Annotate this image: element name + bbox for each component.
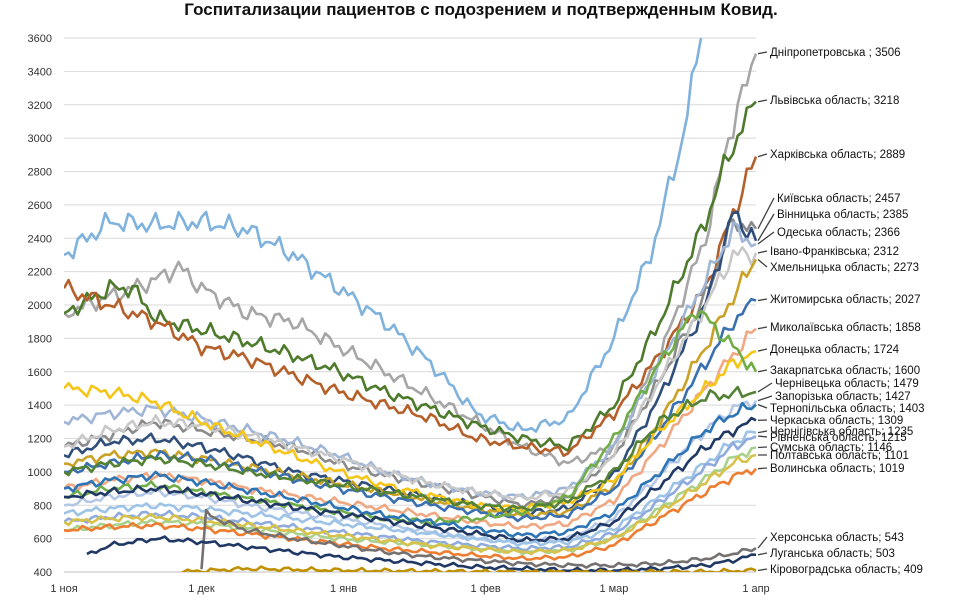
y-tick-label: 600 bbox=[34, 534, 52, 546]
series-end-label: Тернопільська область; 1403 bbox=[770, 403, 925, 415]
label-leader-line bbox=[757, 552, 768, 556]
label-leader-line bbox=[757, 446, 768, 449]
y-tick-label: 1600 bbox=[28, 367, 52, 379]
series-line bbox=[64, 434, 757, 552]
series-line bbox=[64, 416, 757, 543]
x-tick-label: 1 апр bbox=[742, 583, 769, 595]
label-leader-line bbox=[757, 258, 768, 268]
series-end-label: Чернівецька область; 1479 bbox=[775, 378, 919, 390]
y-tick-label: 1400 bbox=[28, 400, 52, 412]
series-end-label: Донецька область; 1724 bbox=[770, 344, 900, 356]
label-leader-line bbox=[757, 568, 768, 572]
series-end-label: Івано-Франківська; 2312 bbox=[770, 246, 899, 258]
label-leader-line bbox=[757, 197, 775, 230]
label-leader-line bbox=[757, 298, 768, 302]
label-leader-line bbox=[757, 213, 775, 242]
y-tick-label: 2400 bbox=[28, 233, 52, 245]
y-tick-label: 1800 bbox=[28, 333, 52, 345]
label-leader-line bbox=[757, 369, 768, 373]
series-line bbox=[86, 535, 757, 572]
series-line bbox=[64, 385, 757, 513]
x-tick-label: 1 янв bbox=[330, 583, 357, 595]
y-tick-label: 400 bbox=[34, 567, 52, 579]
series-line bbox=[64, 297, 757, 523]
label-leader-line bbox=[757, 382, 773, 393]
x-tick-label: 1 ноя bbox=[50, 583, 77, 595]
series-end-label: Житомирська область; 2027 bbox=[770, 294, 920, 306]
series-end-label: Кіровоградська область; 409 bbox=[770, 564, 923, 576]
label-leader-line bbox=[757, 326, 768, 330]
series-end-label: Вінницька область; 2385 bbox=[777, 209, 908, 221]
series-line bbox=[64, 467, 757, 561]
series-line bbox=[64, 453, 757, 556]
series-end-label: Запорізька область; 1427 bbox=[775, 391, 911, 403]
y-tick-label: 1000 bbox=[28, 467, 52, 479]
label-leader-line bbox=[757, 250, 768, 254]
label-leader-line bbox=[757, 99, 768, 103]
series-end-label: Закарпатська область; 1600 bbox=[770, 365, 920, 377]
series-end-label: Херсонська область; 543 bbox=[770, 532, 904, 544]
y-tick-label: 3600 bbox=[28, 33, 52, 45]
series-end-label: Чернігівська область; 1235 bbox=[770, 426, 913, 438]
series-end-label: Київська область; 2457 bbox=[777, 193, 900, 205]
y-tick-label: 1200 bbox=[28, 434, 52, 446]
series-line bbox=[180, 565, 757, 572]
series-end-label: Сумська область; 1146 bbox=[770, 442, 892, 454]
series-line bbox=[64, 156, 758, 457]
y-tick-label: 2000 bbox=[28, 300, 52, 312]
series-line bbox=[64, 349, 757, 513]
series-end-label: Львівська область; 3218 bbox=[770, 95, 899, 107]
label-leader-line bbox=[757, 435, 768, 438]
series-line bbox=[64, 100, 757, 453]
series-line bbox=[64, 258, 758, 519]
series-end-label: Черкаська область; 1309 bbox=[770, 415, 903, 427]
label-leader-line bbox=[757, 404, 768, 409]
series-end-label: Хмельницька область; 2273 bbox=[770, 262, 919, 274]
x-tick-label: 1 мар bbox=[599, 583, 628, 595]
series-line bbox=[64, 38, 703, 433]
label-leader-line bbox=[757, 51, 768, 55]
series-end-label: Харківська область; 2889 bbox=[770, 149, 905, 161]
chart-title: Госпитализации пациентов с подозрением и… bbox=[184, 0, 778, 19]
label-leader-line bbox=[757, 536, 768, 549]
label-leader-line bbox=[757, 348, 768, 352]
series-end-label: Дніпропетровська ; 3506 bbox=[770, 47, 901, 59]
series-end-label: Рівненська область; 1215 bbox=[770, 432, 907, 444]
series-end-label: Миколаївська область; 1858 bbox=[770, 322, 921, 334]
series-end-label: Волинська область; 1019 bbox=[770, 463, 904, 475]
series-line bbox=[64, 401, 757, 539]
label-leader-line bbox=[757, 231, 775, 245]
x-tick-label: 1 фев bbox=[471, 583, 501, 595]
y-tick-label: 2200 bbox=[28, 267, 52, 279]
series-line bbox=[64, 430, 757, 547]
x-tick-label: 1 дек bbox=[188, 583, 215, 595]
series-line bbox=[64, 327, 757, 530]
series-line bbox=[64, 246, 758, 502]
series-line bbox=[64, 210, 758, 517]
y-tick-label: 2800 bbox=[28, 167, 52, 179]
label-leader-line bbox=[757, 430, 768, 434]
label-leader-line bbox=[757, 395, 773, 402]
y-tick-label: 3400 bbox=[28, 66, 52, 78]
series-end-label: Одеська область; 2366 bbox=[777, 227, 900, 239]
series-line bbox=[200, 508, 757, 570]
label-leader-line bbox=[757, 467, 768, 470]
y-tick-label: 2600 bbox=[28, 200, 52, 212]
label-leader-line bbox=[757, 153, 768, 158]
series-end-label: Полтавська область; 1101 bbox=[770, 450, 909, 462]
y-tick-label: 3000 bbox=[28, 133, 52, 145]
y-tick-label: 3200 bbox=[28, 100, 52, 112]
y-tick-label: 800 bbox=[34, 500, 52, 512]
series-end-label: Луганська область; 503 bbox=[770, 548, 895, 560]
